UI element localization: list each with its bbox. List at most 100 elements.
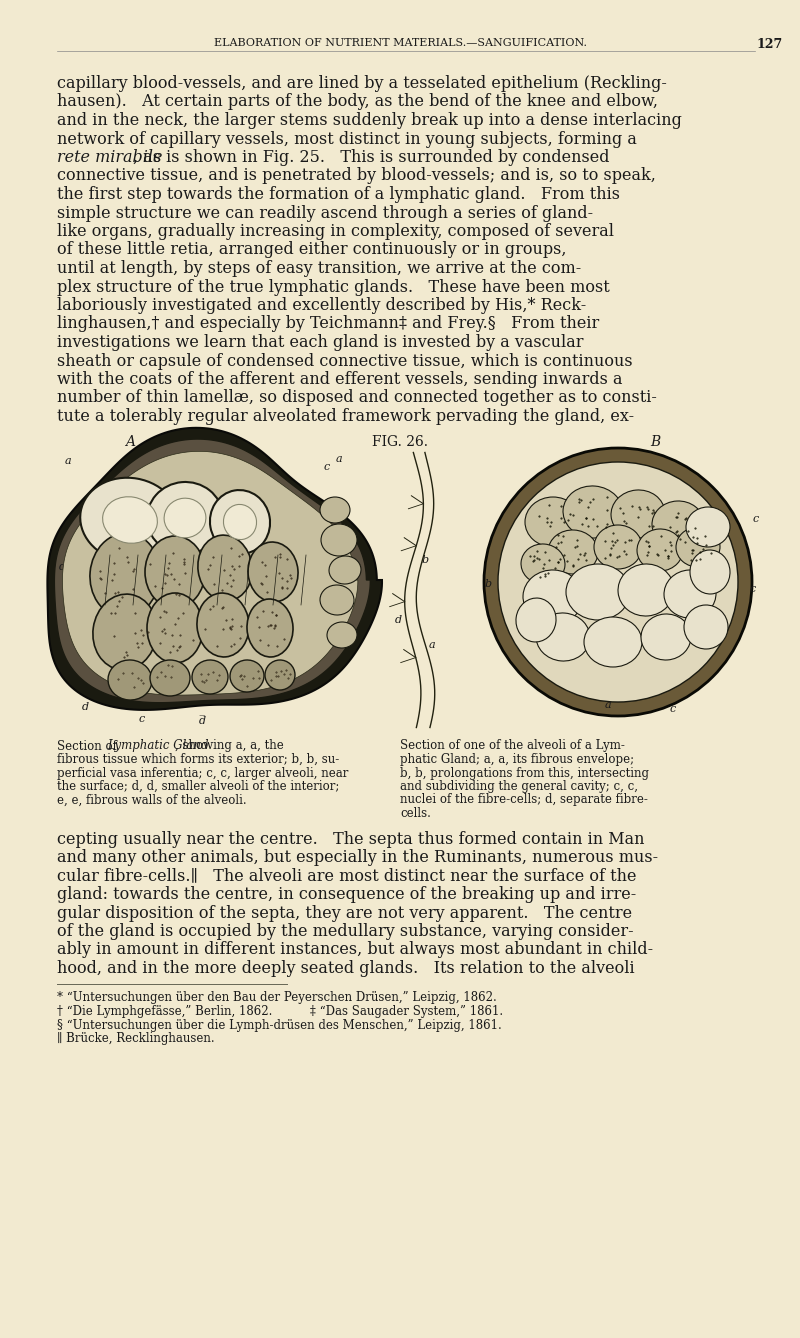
Text: d: d [394,615,402,625]
Text: c: c [670,705,676,714]
Text: like organs, gradually increasing in complexity, composed of several: like organs, gradually increasing in com… [57,223,614,240]
Text: c: c [139,714,145,724]
Ellipse shape [690,550,730,594]
Text: rete mirabile: rete mirabile [57,149,162,166]
Text: Section of: Section of [57,740,121,752]
Ellipse shape [516,598,556,642]
Text: Section of one of the alveoli of a Lym-: Section of one of the alveoli of a Lym- [400,740,625,752]
Text: nuclei of the fibre-cells; d, separate fibre-: nuclei of the fibre-cells; d, separate f… [400,793,648,807]
Ellipse shape [618,565,674,615]
Ellipse shape [210,490,270,554]
Ellipse shape [321,524,357,557]
Ellipse shape [611,490,665,538]
Ellipse shape [637,529,683,571]
Text: a: a [65,456,72,467]
Text: b: b [422,555,429,565]
Text: * “Untersuchungen über den Bau der Peyerschen Drüsen,” Leipzig, 1862.: * “Untersuchungen über den Bau der Peyer… [57,991,497,1005]
Text: cular fibre-cells.∥   The alveoli are most distinct near the surface of the: cular fibre-cells.∥ The alveoli are most… [57,867,637,884]
Ellipse shape [664,570,716,618]
Text: e, e, fibrous walls of the alveoli.: e, e, fibrous walls of the alveoli. [57,793,246,807]
Ellipse shape [676,527,720,567]
Ellipse shape [320,585,354,615]
Text: with the coats of the afferent and efferent vessels, sending inwards a: with the coats of the afferent and effer… [57,371,622,388]
Ellipse shape [164,498,206,538]
Ellipse shape [147,482,223,554]
Text: the surface; d, d, smaller alveoli of the interior;: the surface; d, d, smaller alveoli of th… [57,780,339,793]
Ellipse shape [327,622,357,648]
Text: e: e [349,591,355,602]
Text: hood, and in the more deeply seated glands.   Its relation to the alveoli: hood, and in the more deeply seated glan… [57,959,634,977]
Text: number of thin lamellæ, so disposed and connected together as to consti-: number of thin lamellæ, so disposed and … [57,389,657,407]
Text: ELABORATION OF NUTRIENT MATERIALS.—SANGUIFICATION.: ELABORATION OF NUTRIENT MATERIALS.—SANGU… [214,37,586,48]
Text: cepting usually near the centre.   The septa thus formed contain in Man: cepting usually near the centre. The sep… [57,831,645,847]
Polygon shape [54,439,370,702]
Ellipse shape [90,533,160,617]
Ellipse shape [80,478,180,562]
Ellipse shape [150,660,190,696]
Polygon shape [47,428,382,710]
Ellipse shape [198,535,252,601]
Text: d̅: d̅ [198,717,206,727]
Text: † “Die Lymphgefässe,” Berlin, 1862.          ‡ “Das Saugader System,” 1861.: † “Die Lymphgefässe,” Berlin, 1862. ‡ “D… [57,1005,503,1018]
Text: sheath or capsule of condensed connective tissue, which is continuous: sheath or capsule of condensed connectiv… [57,352,633,369]
Text: plex structure of the true lymphatic glands.   These have been most: plex structure of the true lymphatic gla… [57,278,610,296]
Text: phatic Gland; a, a, its fibrous envelope;: phatic Gland; a, a, its fibrous envelope… [400,753,634,765]
Text: of the gland is occupied by the medullary substance, varying consider-: of the gland is occupied by the medullar… [57,923,634,941]
Text: b: b [182,503,189,512]
Ellipse shape [192,660,228,694]
Text: cells.: cells. [400,807,431,820]
Polygon shape [62,451,358,694]
Text: a: a [429,640,435,650]
Ellipse shape [230,660,264,692]
Ellipse shape [548,530,598,574]
Text: and in the neck, the larger stems suddenly break up into a dense interlacing: and in the neck, the larger stems sudden… [57,112,682,128]
Text: B: B [650,435,660,448]
Ellipse shape [197,593,249,657]
Text: , as is shown in Fig. 25.   This is surrounded by condensed: , as is shown in Fig. 25. This is surrou… [133,149,610,166]
Text: c: c [750,583,756,594]
Text: § “Untersuchungen über die Lymph-drüsen des Menschen,” Leipzig, 1861.: § “Untersuchungen über die Lymph-drüsen … [57,1018,502,1032]
Text: b: b [123,503,130,512]
Text: linghausen,† and especially by Teichmann‡ and Frey.§   From their: linghausen,† and especially by Teichmann… [57,316,599,333]
Ellipse shape [145,537,205,607]
Text: FIG. 26.: FIG. 26. [372,435,428,448]
Ellipse shape [536,613,590,661]
Text: gular disposition of the septa, they are not very apparent.   The centre: gular disposition of the septa, they are… [57,904,632,922]
Text: and subdividing the general cavity; c, c,: and subdividing the general cavity; c, c… [400,780,638,793]
Text: d: d [82,701,89,712]
Text: A: A [125,435,135,448]
Ellipse shape [684,605,728,649]
Text: simple structure we can readily ascend through a series of gland-: simple structure we can readily ascend t… [57,205,593,222]
Text: 127: 127 [757,37,783,51]
Ellipse shape [320,496,350,523]
Text: c: c [349,542,355,553]
Ellipse shape [566,565,630,619]
Text: of these little retia, arranged either continuously or in groups,: of these little retia, arranged either c… [57,241,566,258]
Ellipse shape [247,599,293,657]
Text: b: b [485,579,491,589]
Text: capillary blood-vessels, and are lined by a tesselated epithelium (Reckling-: capillary blood-vessels, and are lined b… [57,75,667,92]
Text: gland: towards the centre, in consequence of the breaking up and irre-: gland: towards the centre, in consequenc… [57,886,636,903]
Ellipse shape [248,542,298,602]
Text: connective tissue, and is penetrated by blood-vessels; and is, so to speak,: connective tissue, and is penetrated by … [57,167,656,185]
Text: until at length, by steps of easy transition, we arrive at the com-: until at length, by steps of easy transi… [57,260,582,277]
Text: d: d [58,562,66,573]
Text: the first step towards the formation of a lymphatic gland.   From this: the first step towards the formation of … [57,186,620,203]
Text: investigations we learn that each gland is invested by a vascular: investigations we learn that each gland … [57,334,583,351]
Text: c: c [324,463,330,472]
Circle shape [498,462,738,702]
Text: perficial vasa inferentia; c, c, larger alveoli, near: perficial vasa inferentia; c, c, larger … [57,767,348,780]
Ellipse shape [523,570,583,624]
Ellipse shape [686,507,730,547]
Ellipse shape [563,486,623,538]
Ellipse shape [223,504,257,539]
Ellipse shape [521,545,565,583]
Text: Lymphatic Gland: Lymphatic Gland [107,740,209,752]
Circle shape [484,448,752,716]
Text: ∥ Brücke, Recklinghausen.: ∥ Brücke, Recklinghausen. [57,1032,214,1045]
Text: fibrous tissue which forms its exterior; b, b, su-: fibrous tissue which forms its exterior;… [57,753,339,765]
Text: a: a [605,700,611,709]
Ellipse shape [93,594,157,670]
Text: and many other animals, but especially in the Ruminants, numerous mus-: and many other animals, but especially i… [57,850,658,866]
Ellipse shape [147,593,203,664]
